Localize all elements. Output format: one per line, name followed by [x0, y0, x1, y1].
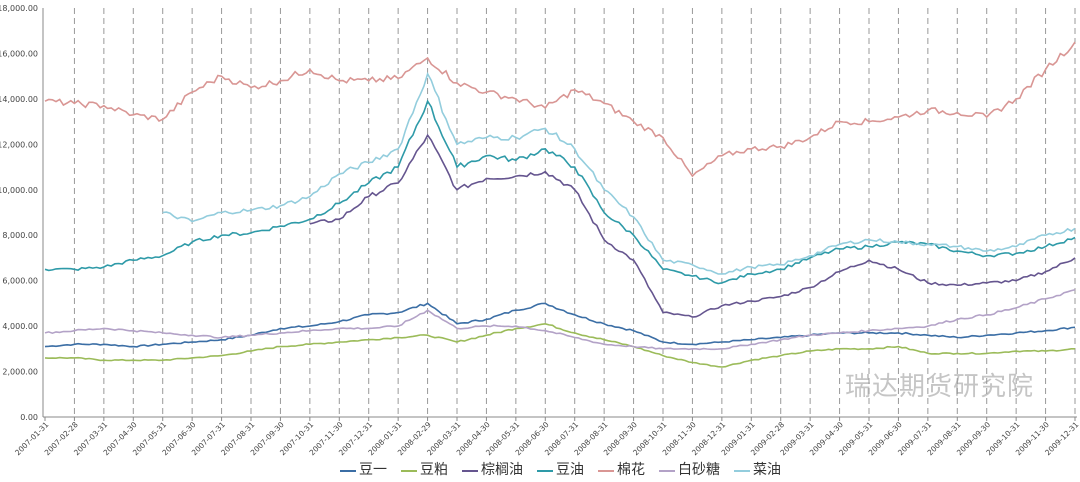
series-line-菜油	[162, 71, 1076, 275]
series-lines	[44, 41, 1076, 368]
legend-item: 豆粕	[401, 462, 448, 479]
y-tick-label: 16,000.00	[0, 49, 38, 58]
legend-item: 豆油	[537, 462, 584, 479]
legend-label: 豆油	[556, 462, 584, 478]
legend-label: 豆粕	[420, 462, 448, 478]
legend-label: 白砂糖	[678, 462, 720, 478]
y-tick-label: 0.00	[20, 413, 38, 422]
y-tick-label: 6,000.00	[2, 277, 38, 286]
series-line-棉花	[44, 41, 1076, 178]
y-tick-label: 8,000.00	[2, 231, 38, 240]
legend-item: 豆一	[340, 462, 387, 479]
y-tick-label: 2,000.00	[2, 368, 38, 377]
series-line-棕榈油	[309, 133, 1076, 318]
series-line-白砂糖	[44, 288, 1076, 351]
x-axis: 2007-01-312007-02-282007-03-312007-04-30…	[13, 416, 1080, 457]
legend-swatch	[462, 469, 478, 472]
legend-label: 豆一	[359, 462, 387, 478]
legend-swatch	[537, 469, 553, 472]
y-tick-label: 14,000.00	[0, 95, 38, 104]
legend-item: 棕榈油	[462, 462, 523, 479]
watermark: 瑞达期货研究院	[845, 372, 1035, 402]
legend-item: 菜油	[734, 462, 781, 479]
y-tick-label: 12,000.00	[0, 140, 38, 149]
legend: 豆一 豆粕 棕榈油 豆油 棉花 白砂糖 菜油	[340, 462, 781, 479]
legend-item: 白砂糖	[659, 462, 720, 479]
legend-swatch	[401, 469, 417, 472]
series-line-豆一	[44, 302, 1076, 348]
series-line-豆粕	[44, 322, 1076, 368]
y-tick-label: 18,000.00	[0, 4, 38, 13]
legend-swatch	[598, 469, 614, 472]
series-line-豆油	[44, 99, 1076, 285]
legend-item: 棉花	[598, 462, 645, 479]
legend-swatch	[340, 469, 356, 472]
legend-swatch	[734, 469, 750, 472]
legend-swatch	[659, 469, 675, 472]
legend-label: 菜油	[753, 462, 781, 478]
y-tick-label: 10,000.00	[0, 186, 38, 195]
y-tick-label: 4,000.00	[2, 322, 38, 331]
legend-label: 棉花	[617, 462, 645, 478]
y-axis: 0.00 2,000.00 4,000.00 6,000.00 8,000.00 10,0…	[0, 4, 44, 422]
legend-label: 棕榈油	[481, 462, 523, 478]
